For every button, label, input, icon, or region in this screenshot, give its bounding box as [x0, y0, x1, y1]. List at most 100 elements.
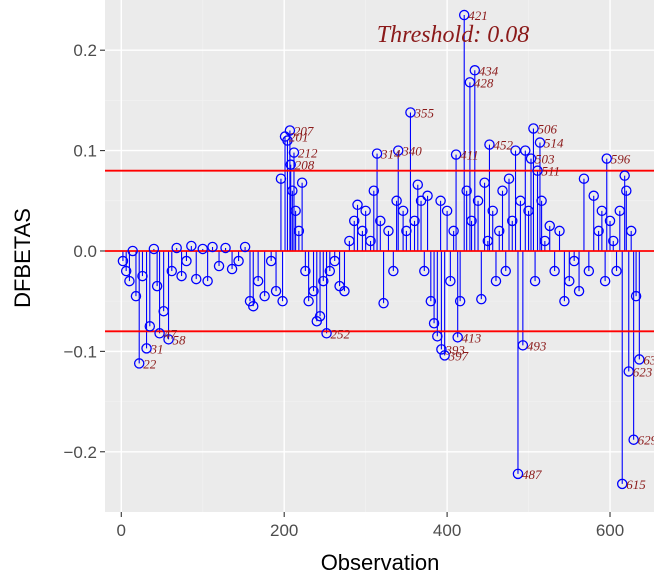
- point-label: 355: [413, 105, 434, 120]
- data-point: [202, 275, 213, 287]
- data-point: [539, 235, 551, 247]
- point-label: 212: [298, 146, 318, 161]
- data-point: [623, 366, 634, 377]
- y-tick-label: 0.1: [73, 142, 97, 161]
- point-label: 452: [493, 138, 513, 153]
- data-point: [388, 265, 399, 277]
- y-tick-label: −0.1: [63, 342, 97, 361]
- data-point: [534, 137, 546, 148]
- data-point: [614, 205, 626, 217]
- data-point: [564, 275, 575, 287]
- data-point: [378, 297, 389, 309]
- point-label: 615: [626, 477, 646, 492]
- data-point: [482, 235, 494, 247]
- data-point: [428, 318, 440, 329]
- data-point: [439, 350, 450, 361]
- data-point: [344, 235, 355, 247]
- y-axis-ticks: −0.2 −0.1 0.0 0.1 0.2: [63, 41, 105, 462]
- point-label: 58: [173, 332, 187, 347]
- data-point: [303, 295, 314, 307]
- data-point: [419, 265, 430, 277]
- point-label: 636: [643, 352, 654, 367]
- data-point: [220, 242, 231, 254]
- data-point: [144, 321, 156, 332]
- x-axis-ticks: 0 200 400 600: [117, 512, 624, 540]
- point-label: 514: [544, 136, 564, 151]
- data-point: [233, 255, 244, 267]
- data-point: [329, 255, 340, 267]
- x-tick-label: 600: [596, 521, 624, 540]
- point-label: 413: [462, 330, 482, 345]
- data-point: [490, 275, 502, 287]
- data-point: [270, 285, 282, 297]
- x-tick-label: 200: [270, 521, 298, 540]
- data-point: [435, 195, 446, 207]
- point-label: 629: [638, 433, 654, 448]
- point-label: 31: [150, 341, 164, 356]
- data-point: [472, 195, 484, 207]
- data-point: [300, 265, 311, 277]
- data-point: [190, 273, 202, 285]
- data-point: [432, 331, 443, 342]
- data-point: [628, 434, 639, 445]
- data-point: [523, 205, 534, 217]
- data-point: [397, 205, 409, 217]
- data-point: [583, 265, 595, 277]
- x-tick-label: 400: [433, 521, 461, 540]
- data-point: [593, 225, 604, 237]
- data-point: [357, 225, 368, 237]
- data-point: [368, 185, 380, 196]
- reference-lines: [105, 169, 654, 333]
- data-point: [409, 215, 420, 227]
- data-point: [503, 173, 515, 184]
- data-point: [616, 478, 628, 490]
- data-point: [445, 275, 456, 287]
- x-tick-label: 0: [117, 521, 126, 540]
- data-point: [371, 148, 383, 159]
- point-label: 208: [295, 158, 315, 173]
- data-point: [568, 255, 580, 267]
- data-point: [544, 220, 555, 232]
- data-point: [124, 275, 135, 287]
- data-point: [133, 358, 145, 369]
- data-point: [284, 125, 296, 136]
- data-point: [588, 190, 599, 202]
- data-point: [536, 195, 547, 207]
- data-point: [296, 177, 308, 188]
- point-label: 340: [401, 144, 422, 159]
- data-point: [383, 225, 394, 237]
- data-point: [487, 205, 498, 217]
- data-point: [412, 179, 424, 190]
- data-point: [282, 135, 293, 146]
- data-point: [573, 285, 585, 297]
- data-point: [529, 275, 541, 287]
- data-point: [293, 225, 305, 237]
- data-point: [578, 173, 590, 184]
- data-point: [601, 153, 613, 164]
- point-label: 393: [444, 342, 465, 357]
- data-point: [120, 265, 132, 277]
- data-point: [247, 300, 259, 312]
- data-point: [360, 205, 371, 217]
- data-point: [392, 145, 404, 156]
- data-point: [154, 328, 165, 339]
- data-point: [621, 185, 632, 196]
- data-point: [479, 177, 490, 188]
- data-point: [604, 215, 616, 227]
- data-point: [287, 185, 298, 196]
- data-point: [375, 215, 386, 227]
- data-point: [469, 65, 481, 76]
- data-point: [507, 215, 518, 227]
- data-point: [171, 242, 182, 254]
- data-point: [252, 275, 264, 287]
- data-point: [484, 139, 495, 150]
- data-point: [308, 285, 319, 297]
- data-point: [630, 290, 642, 302]
- data-point: [181, 255, 192, 267]
- data-point: [176, 270, 187, 282]
- x-axis-title: Observation: [321, 550, 440, 575]
- data-point: [599, 275, 611, 287]
- y-tick-label: 0.2: [73, 41, 97, 60]
